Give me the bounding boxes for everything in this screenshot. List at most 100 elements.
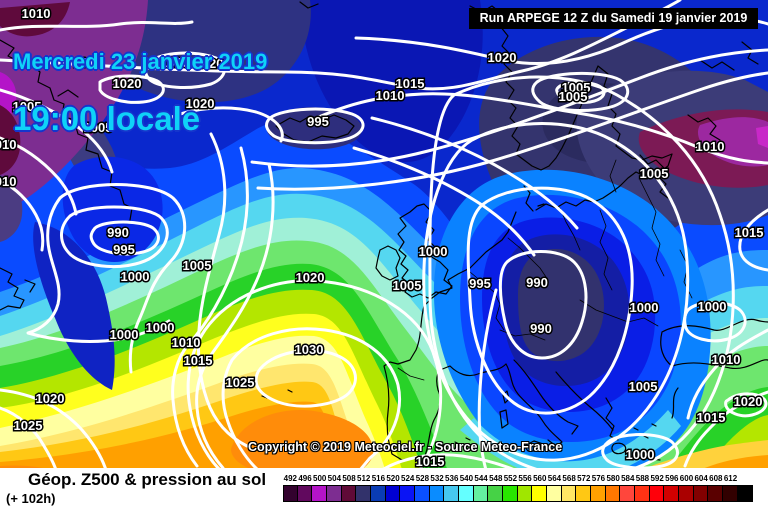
pressure-label: 1000 [626,447,655,462]
color-scale-value: 496 [298,474,312,483]
pressure-label: 1025 [14,418,43,433]
color-scale-swatch [356,485,372,502]
pressure-label: 1005 [393,278,422,293]
color-scale-swatch [459,485,474,502]
color-scale-swatch [327,485,342,502]
color-scale: 492 496 500 504 508 512 516 520 524 528 532 536 540 5… [283,474,753,502]
pressure-label: 1000 [146,320,175,335]
color-scale-swatch [444,485,460,502]
legend-bar: Géop. Z500 & pression au sol (+ 102h) 49… [0,468,768,512]
pressure-label: 1000 [110,327,139,342]
color-scale-values: 492 496 500 504 508 512 516 520 524 528 532 536 540 5… [283,474,753,483]
pressure-label: 1010 [712,352,741,367]
pressure-label: 1025 [226,375,255,390]
color-scale-swatch [517,485,533,502]
pressure-label: 1005 [84,120,113,135]
color-scale-swatch [561,485,577,502]
color-scale-swatch [649,485,665,502]
pressure-label: 995 [307,114,329,129]
pressure-label: 1020 [186,96,215,111]
pressure-label: 990 [530,321,552,336]
color-scale-swatches [283,485,753,502]
color-scale-value: 528 [415,474,430,483]
color-scale-swatch [429,485,445,502]
color-scale-value: 492 [283,474,298,483]
pressure-label: 1005 [640,166,669,181]
color-scale-swatch [664,485,680,502]
chart-title: Géop. Z500 & pression au sol [28,470,267,489]
pressure-label: 1020 [488,50,517,65]
color-scale-swatch [620,485,636,502]
color-scale-value: 576 [591,474,606,483]
color-scale-swatch [737,485,753,502]
color-scale-swatch [400,485,416,502]
color-scale-value: 552 [503,474,518,483]
pressure-label: 1015 [396,76,425,91]
color-scale-value: 568 [562,474,576,483]
color-scale-swatch [591,485,606,502]
forecast-time: 19:00 locale [13,100,201,137]
color-scale-value: 556 [518,474,532,483]
color-scale-value: 560 [533,474,547,483]
map-area: 1010 1015 1020 1020 1020 1020 1005 1005 995 10 10 1… [0,0,768,468]
pressure-label: 1020 [36,391,65,406]
color-scale-value: 504 [327,474,342,483]
color-scale-value: 592 [650,474,664,483]
color-scale-swatch [547,485,562,502]
pressure-label: 1020 [734,394,763,409]
color-scale-value: 600 [679,474,694,483]
pressure-label: 1010 [0,174,16,189]
color-scale-swatch [693,485,709,502]
pressure-label: 1015 [735,225,764,240]
pressure-label: 1020 [161,55,190,70]
color-scale-swatch [312,485,328,502]
color-scale-swatch [488,485,504,502]
color-scale-value: 520 [386,474,400,483]
color-scale-value: 580 [606,474,620,483]
pressure-label: 1020 [113,76,142,91]
coastlines [0,1,768,463]
pressure-label: 990 [526,275,548,290]
color-scale-swatch [532,485,548,502]
pressure-label: 1020 [296,270,325,285]
pressure-label: 1000 [121,269,150,284]
color-scale-value: 508 [342,474,356,483]
pressure-label: 1010 [0,137,16,152]
color-scale-swatch [297,485,313,502]
pressure-label: 1010 [172,335,201,350]
color-scale-swatch [576,485,592,502]
forecast-date: Mercredi 23 janvier 2019 [13,49,268,74]
pressure-label: 1000 [630,300,659,315]
color-scale-swatch [341,485,357,502]
color-scale-value: 540 [459,474,474,483]
pressure-label: 1005 [183,258,212,273]
pressure-label: 1010 [696,139,725,154]
color-scale-value: 544 [474,474,488,483]
model-run-banner: Run ARPEGE 12 Z du Samedi 19 janvier 201… [469,8,758,29]
color-scale-value: 516 [371,474,386,483]
pressure-label: 995 [469,276,491,291]
pressure-label: 1005 [629,379,658,394]
pressure-label: 1005 [562,80,591,95]
color-scale-value: 604 [694,474,708,483]
color-scale-value: 532 [430,474,444,483]
color-scale-value: 524 [401,474,415,483]
pressure-label: 1005 [559,89,588,104]
color-scale-value: 596 [665,474,679,483]
pressure-label: 1010 [376,88,405,103]
color-scale-value: 612 [723,474,738,483]
color-scale-value: 512 [357,474,371,483]
pressure-label: 1020 [195,56,224,71]
color-scale-swatch [473,485,489,502]
color-scale-value: 536 [445,474,459,483]
color-scale-swatch [415,485,430,502]
color-scale-swatch [283,485,298,502]
forecast-lead-time: (+ 102h) [6,491,56,506]
color-scale-value: 572 [577,474,591,483]
color-scale-swatch [385,485,401,502]
pressure-label: 1000 [698,299,727,314]
color-scale-value: 500 [313,474,327,483]
